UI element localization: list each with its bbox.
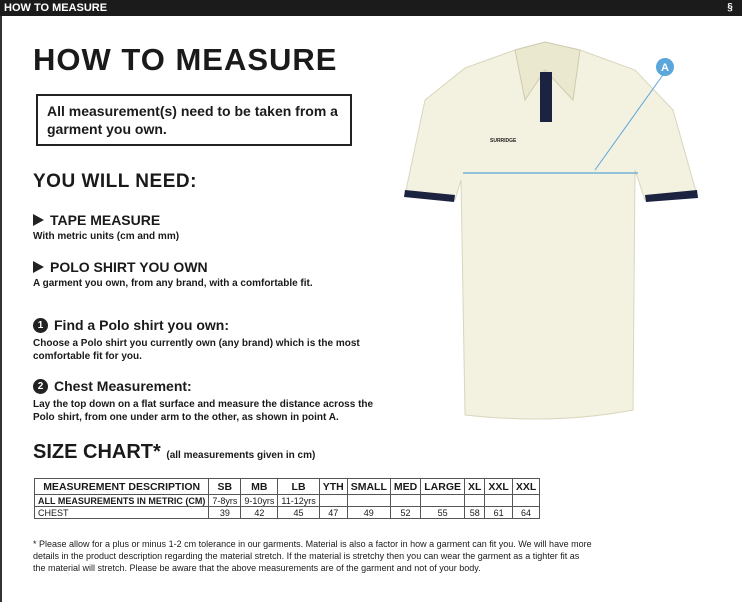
size-chart-title: SIZE CHART*: [33, 441, 161, 463]
page-title: HOW TO MEASURE: [33, 42, 338, 77]
cell: 64: [511, 506, 541, 519]
cell: XL: [463, 478, 486, 495]
cell: [484, 494, 513, 507]
step-desc: Lay the top down on a flat surface and m…: [33, 399, 374, 423]
you-will-need-heading: YOU WILL NEED:: [33, 171, 197, 192]
cell: [318, 494, 348, 507]
play-arrow-icon: [33, 261, 44, 273]
need-desc: A garment you own, from any brand, with …: [33, 278, 313, 289]
point-a-label: A: [661, 62, 669, 74]
step-1: 1 Find a Polo shirt you own: Choose a Pol…: [33, 317, 393, 363]
cell: SB: [208, 478, 242, 495]
cell: LB: [277, 478, 320, 495]
cell: 58: [463, 506, 486, 519]
point-a-marker: [656, 58, 674, 76]
row-label: ALL MEASUREMENTS IN METRIC (CM): [33, 494, 210, 507]
polo-shirt-illustration: SURRIDGE A: [404, 41, 698, 420]
play-arrow-icon: [33, 214, 44, 226]
size-chart-table: MEASUREMENT DESCRIPTION SB MB LB YTH SMALL MED…: [33, 478, 541, 519]
shirt-brand: SURRIDGE: [490, 138, 517, 144]
cell: MED: [389, 478, 422, 495]
cell: 7-8yrs: [208, 494, 242, 507]
measurement-note: All measurement(s) need to be taken from…: [36, 94, 352, 146]
cell: [346, 494, 391, 507]
cell: 49: [346, 506, 391, 519]
size-chart-heading: SIZE CHART* (all measurements given in c…: [33, 441, 315, 464]
step-title: Find a Polo shirt you own:: [54, 317, 229, 333]
cell: XXL: [511, 478, 541, 495]
header-bar: HOW TO MEASURE §: [0, 0, 742, 16]
row-label: CHEST: [33, 506, 210, 519]
size-chart-subtitle: (all measurements given in cm): [166, 450, 316, 461]
cell: LARGE: [420, 478, 465, 495]
cell: SMALL: [346, 478, 391, 495]
cell: 55: [420, 506, 465, 519]
row-label: MEASUREMENT DESCRIPTION: [33, 478, 210, 495]
frame-border: [0, 16, 2, 602]
cell: [463, 494, 486, 507]
header-title: HOW TO MEASURE: [4, 2, 108, 14]
cell: YTH: [318, 478, 348, 495]
need-title: TAPE MEASURE: [50, 212, 161, 228]
need-polo-shirt: POLO SHIRT YOU OWN A garment you own, fr…: [33, 259, 313, 290]
cell: [389, 494, 422, 507]
footnote: * Please allow for a plus or minus 1-2 c…: [33, 539, 592, 573]
cell: [420, 494, 465, 507]
cell: 11-12yrs: [277, 494, 320, 507]
surridge-logo-icon: §: [727, 2, 733, 13]
cell: XXL: [484, 478, 513, 495]
step-number-icon: 2: [33, 378, 48, 394]
cell: MB: [240, 478, 279, 495]
cell: 42: [240, 506, 279, 519]
need-tape-measure: TAPE MEASURE With metric units (cm and m…: [33, 212, 179, 243]
step-number-icon: 1: [33, 317, 48, 333]
cell: 61: [484, 506, 513, 519]
step-2: 2 Chest Measurement: Lay the top down on …: [33, 378, 393, 424]
cell: 45: [277, 506, 320, 519]
step-title: Chest Measurement:: [54, 378, 192, 394]
cell: 47: [318, 506, 348, 519]
need-desc: With metric units (cm and mm): [33, 231, 180, 242]
cell: 39: [208, 506, 242, 519]
cell: [511, 494, 541, 507]
step-desc: Choose a Polo shirt you currently own (a…: [33, 338, 360, 362]
cell: 9-10yrs: [240, 494, 279, 507]
need-title: POLO SHIRT YOU OWN: [50, 259, 208, 275]
cell: 52: [389, 506, 422, 519]
